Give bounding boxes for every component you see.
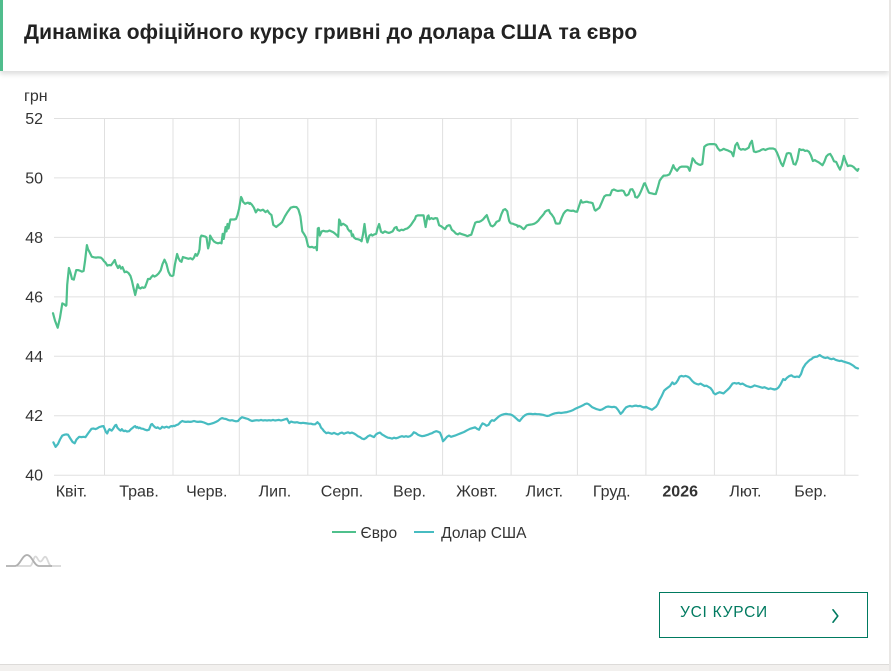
svg-text:Груд.: Груд.	[593, 484, 631, 501]
svg-text:2026: 2026	[662, 484, 698, 501]
svg-text:Лист.: Лист.	[526, 484, 563, 501]
svg-text:50: 50	[25, 170, 43, 187]
svg-text:Бер.: Бер.	[794, 484, 827, 501]
svg-text:44: 44	[25, 349, 43, 366]
svg-text:Трав.: Трав.	[119, 484, 159, 501]
svg-text:Лип.: Лип.	[259, 484, 292, 501]
svg-text:Лют.: Лют.	[729, 484, 761, 501]
svg-text:Серп.: Серп.	[321, 484, 363, 501]
svg-text:46: 46	[25, 289, 43, 306]
svg-text:42: 42	[25, 408, 43, 425]
svg-text:40: 40	[25, 468, 43, 485]
svg-text:Вер.: Вер.	[393, 484, 426, 501]
svg-text:Жовт.: Жовт.	[456, 484, 498, 501]
svg-text:грн: грн	[24, 88, 48, 105]
svg-text:48: 48	[25, 230, 43, 247]
svg-text:52: 52	[25, 111, 43, 128]
svg-text:Черв.: Черв.	[186, 484, 227, 501]
svg-text:Квіт.: Квіт.	[56, 484, 87, 501]
